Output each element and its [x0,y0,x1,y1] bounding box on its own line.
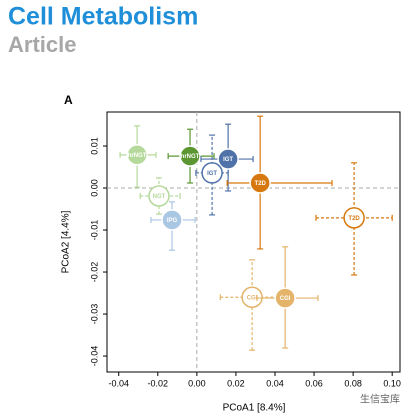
watermark: 生信宝库 [360,393,400,406]
y-tick-label: -0.04 [89,346,99,367]
y-axis-label: PCoA2 [4.4%] [61,210,72,273]
point-label: IPG [167,218,178,224]
point [249,172,271,194]
point-label: T2D [254,181,266,187]
point [241,286,263,308]
point-label: IGT [223,157,233,163]
point [274,287,296,309]
point [161,209,183,231]
point [126,144,148,166]
y-tick-label: -0.03 [89,304,99,325]
point-label: IGT [207,171,217,177]
y-tick-label: 0.01 [89,137,99,155]
point-label: NGT [153,194,166,200]
y-tick-label: -0.01 [89,220,99,241]
x-tick-label: 0.08 [344,378,362,388]
point [148,185,170,207]
x-tick-label: 0.06 [305,378,323,388]
plot-frame [106,111,401,373]
point-label: hrNGT [128,153,147,159]
x-tick-label: 0.00 [188,378,206,388]
point-label: hrNGT [181,154,200,160]
x-tick-label: -0.04 [108,378,129,388]
section: Article [8,32,76,57]
y-tick-label: 0.00 [89,179,99,197]
x-tick-label: 0.10 [383,378,401,388]
point [217,148,239,170]
panel-label: A [64,93,73,107]
x-tick-label: -0.02 [148,378,169,388]
point [343,207,365,229]
point-label: CGI [280,296,291,302]
x-tick-label: 0.02 [227,378,245,388]
point [179,145,201,167]
x-tick-label: 0.04 [266,378,284,388]
point [201,162,223,184]
x-axis-label: PCoA1 [8.4%] [223,403,286,414]
point-label: CGI [247,295,258,301]
journal: Cell Metabolism [8,3,198,31]
y-tick-label: -0.02 [89,262,99,283]
point-label: T2D [348,216,360,222]
